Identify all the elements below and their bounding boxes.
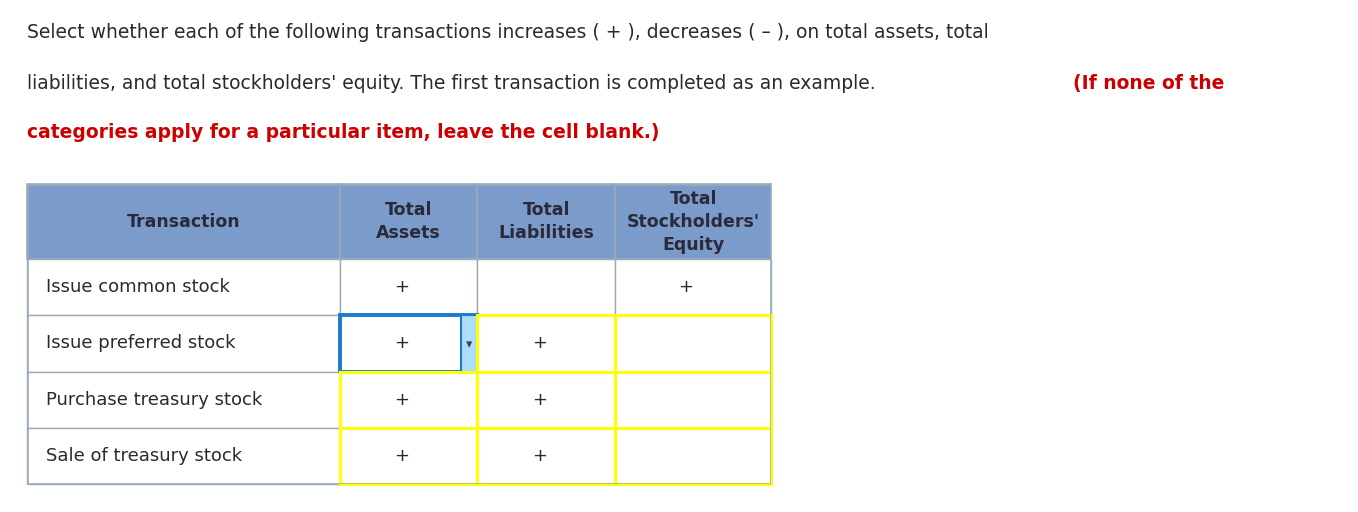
- Text: Issue preferred stock: Issue preferred stock: [46, 334, 235, 352]
- Text: +: +: [394, 447, 409, 465]
- Text: +: +: [394, 279, 409, 296]
- Text: liabilities, and total stockholders' equity. The first transaction is completed : liabilities, and total stockholders' equ…: [27, 74, 881, 93]
- Text: Total
Stockholders'
Equity: Total Stockholders' Equity: [626, 190, 759, 253]
- Text: +: +: [678, 279, 693, 296]
- Text: Issue common stock: Issue common stock: [46, 279, 230, 296]
- Text: +: +: [532, 334, 547, 352]
- Text: (If none of the: (If none of the: [1073, 74, 1224, 93]
- Text: +: +: [532, 391, 547, 409]
- Text: Sale of treasury stock: Sale of treasury stock: [46, 447, 242, 465]
- Text: Select whether each of the following transactions increases ( + ), decreases ( –: Select whether each of the following tra…: [27, 23, 989, 42]
- Text: Transaction: Transaction: [126, 213, 240, 231]
- Bar: [460, 315, 478, 372]
- Text: +: +: [394, 334, 409, 352]
- Text: Purchase treasury stock: Purchase treasury stock: [46, 391, 262, 409]
- Text: categories apply for a particular item, leave the cell blank.): categories apply for a particular item, …: [27, 123, 660, 142]
- Text: ▾: ▾: [466, 338, 473, 351]
- Text: Total
Assets: Total Assets: [376, 201, 441, 242]
- Text: +: +: [532, 447, 547, 465]
- Text: +: +: [394, 391, 409, 409]
- Text: Total
Liabilities: Total Liabilities: [498, 201, 595, 242]
